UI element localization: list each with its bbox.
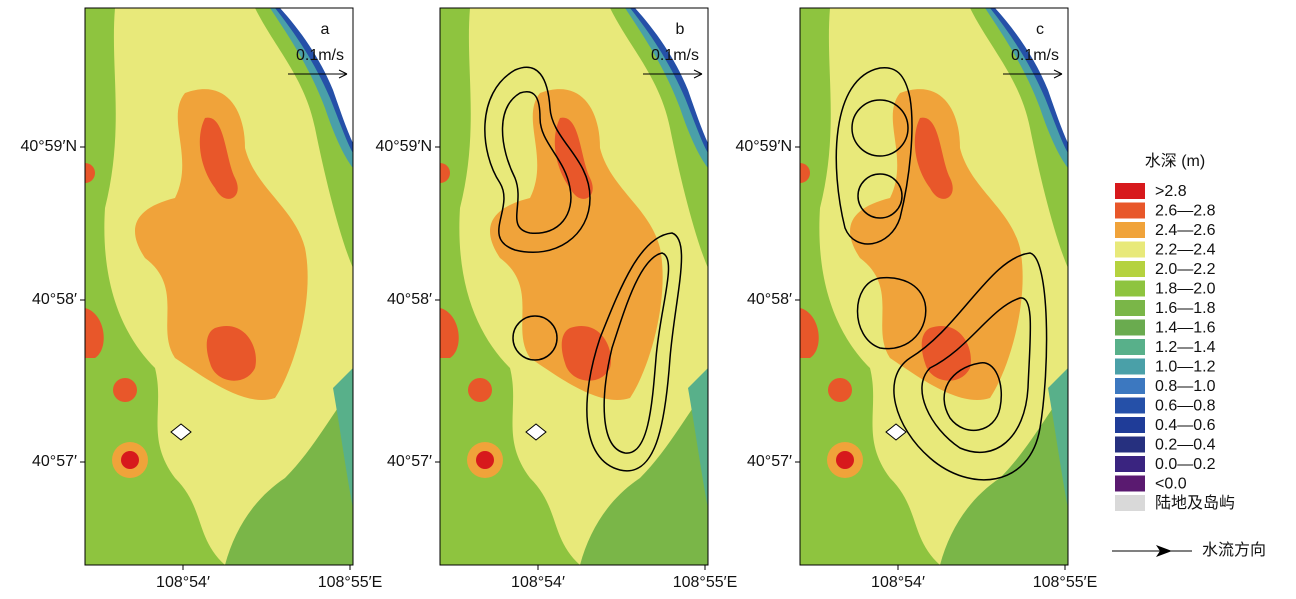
legend-label: 0.2—0.4 [1155,437,1216,454]
legend-swatch [1115,378,1145,394]
legend-label: 2.6—2.8 [1155,203,1216,220]
x-tick-label: 108°55′E [318,574,383,591]
legend-label: 1.4—1.6 [1155,320,1216,337]
x-tick-label: 108°54′ [511,574,565,591]
legend-swatch [1115,339,1145,355]
panel-label: b [676,21,685,38]
legend-swatch [1115,476,1145,492]
legend-label: 0.0—0.2 [1155,456,1216,473]
legend-label: 0.6—0.8 [1155,398,1216,415]
legend-label: <0.0 [1155,476,1187,493]
legend-swatch [1115,203,1145,219]
y-tick-label: 40°57′ [32,453,77,470]
y-tick-label: 40°59′N [20,138,77,155]
legend-swatch [1115,300,1145,316]
legend-swatch [1115,456,1145,472]
scale-label: 0.1m/s [651,47,699,64]
legend-label: 1.0—1.2 [1155,359,1216,376]
legend-label: 0.4—0.6 [1155,417,1216,434]
panel-label: a [321,21,330,38]
legend-label: 陆地及岛屿 [1155,494,1235,512]
y-tick-label: 40°58′ [387,291,432,308]
legend-title: 水深 (m) [1145,152,1205,170]
legend-swatch [1115,183,1145,199]
figure: a 0.1m/s 40°59′N 40°58′ 40°57′ 108°54′ 108°55′… [0,0,1296,594]
y-tick-label: 40°59′N [375,138,432,155]
x-tick-label: 108°54′ [871,574,925,591]
legend-swatch [1115,261,1145,277]
x-tick-label: 108°55′E [1033,574,1098,591]
legend-label: 0.8—1.0 [1155,378,1216,395]
flow-label: 水流方向 [1202,541,1266,559]
legend-swatch [1115,398,1145,414]
legend-label: 2.4—2.6 [1155,222,1216,239]
legend-swatch [1115,281,1145,297]
legend-label: 1.2—1.4 [1155,339,1216,356]
y-tick-label: 40°58′ [747,291,792,308]
y-tick-label: 40°57′ [747,453,792,470]
legend-swatch [1115,437,1145,453]
legend-label: 2.2—2.4 [1155,242,1216,259]
legend-label: 1.8—2.0 [1155,281,1216,298]
y-tick-label: 40°59′N [735,138,792,155]
panel-label: c [1036,21,1044,38]
x-tick-label: 108°54′ [156,574,210,591]
scale-label: 0.1m/s [1011,47,1059,64]
x-tick-label: 108°55′E [673,574,738,591]
map-c [790,8,1068,565]
legend-swatch [1115,222,1145,238]
legend-swatch [1115,359,1145,375]
y-tick-label: 40°57′ [387,453,432,470]
scale-label: 0.1m/s [296,47,344,64]
legend-swatch [1115,417,1145,433]
map-a [75,8,353,565]
legend-label: 2.0—2.2 [1155,261,1216,278]
legend-swatch [1115,320,1145,336]
y-tick-label: 40°58′ [32,291,77,308]
legend-label: >2.8 [1155,183,1187,200]
legend-swatch [1115,242,1145,258]
legend-swatch [1115,495,1145,511]
legend-label: 1.6—1.8 [1155,300,1216,317]
